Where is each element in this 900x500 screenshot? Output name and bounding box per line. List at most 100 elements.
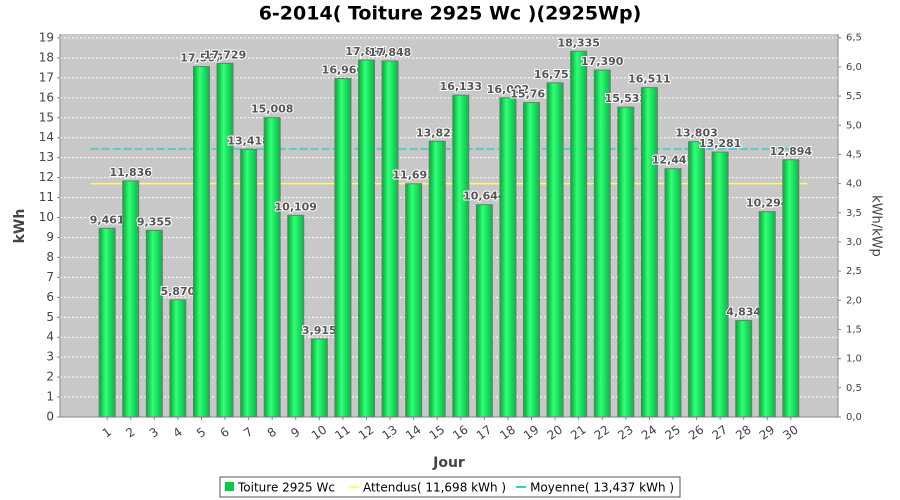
bar [523,102,541,418]
y2-tick-label: 0,5 [846,383,862,394]
x-tick-label: 26 [686,422,707,442]
bar [192,66,210,418]
value-label: 16,752 [534,68,576,81]
y2-tick-label: 4,0 [846,179,862,190]
x-tick-label: 18 [497,422,518,442]
x-tick-label: 22 [592,422,613,442]
y2-tick-label: 2,0 [846,295,862,306]
value-label: 17,891 [345,45,387,58]
y-tick-label: 14 [39,130,54,144]
x-tick-label: 15 [427,422,448,442]
x-tick-label: 16 [450,422,471,442]
x-tick-label: 21 [568,422,589,442]
value-label: 17,567 [180,52,222,65]
value-label: 15,008 [251,103,293,116]
x-tick-label: 19 [521,422,542,442]
bar [593,69,611,418]
bar [546,82,564,418]
value-label: 16,511 [628,73,670,86]
y2-tick-label: 3,0 [846,237,862,248]
y-tick-label: 17 [39,70,54,84]
x-tick-label: 10 [309,422,330,442]
value-label: 16,133 [440,80,482,93]
bar [570,50,588,418]
bar [758,211,776,418]
y-tick-label: 9 [46,230,54,244]
legend-label: Moyenne( 13,437 kWh ) [530,481,674,495]
bar [357,59,375,418]
legend-label: Toiture 2925 Wc [237,481,335,495]
y2-tick-label: 6,0 [846,62,862,73]
x-tick-label: 17 [474,422,495,442]
x-tick-label: 4 [170,425,184,441]
x-tick-label: 30 [780,422,801,442]
y-tick-label: 11 [39,190,54,204]
bar [263,117,281,418]
value-label: 10,294 [746,197,789,210]
bar [711,151,729,418]
y-tick-label: 4 [46,330,54,344]
y2-tick-label: 5,5 [846,91,862,102]
bar [98,227,116,418]
y2-tick-label: 4,5 [846,149,862,160]
y-tick-label: 10 [39,210,54,224]
x-tick-label: 23 [615,422,636,442]
x-tick-label: 11 [332,422,353,442]
y2-tick-label: 1,0 [846,354,862,365]
y-axis-label: kWh [12,209,28,244]
y-tick-label: 3 [46,350,54,364]
bar [310,338,328,418]
bar [782,159,800,418]
x-tick-label: 1 [100,425,114,441]
value-label: 16,002 [487,83,529,96]
x-tick-label: 9 [288,425,302,441]
bar [475,204,493,418]
y2-tick-label: 6,5 [846,33,862,44]
value-label: 5,870 [160,285,195,298]
value-label: 11,836 [110,166,153,179]
bar [688,141,706,418]
x-tick-label: 29 [757,422,778,442]
x-tick-label: 28 [733,422,754,442]
bar [428,140,446,418]
chart-title: 6-2014( Toiture 2925 Wc )(2925Wp) [259,3,642,25]
y2-axis-label: kWh/kWp [869,195,884,257]
y-tick-label: 6 [46,290,54,304]
y-tick-label: 7 [46,270,54,284]
x-tick-label: 24 [639,422,660,442]
bar [664,168,682,418]
bar [405,183,423,418]
bar [452,94,470,418]
y-tick-label: 8 [46,250,54,264]
value-label: 17,729 [204,48,246,61]
legend-swatch [225,482,234,491]
x-tick-label: 2 [123,425,137,441]
value-label: 17,848 [369,46,411,59]
value-label: 15,532 [605,92,647,105]
bar [640,87,658,418]
x-tick-label: 25 [662,422,683,442]
value-label: 13,281 [699,137,741,150]
y-tick-label: 18 [39,50,54,64]
value-label: 15,761 [510,88,552,101]
y2-tick-label: 3,5 [846,208,862,219]
value-label: 16,966 [322,64,365,77]
y-tick-label: 12 [39,170,54,184]
value-label: 9,355 [137,215,172,228]
value-label: 10,109 [275,200,317,213]
y-tick-label: 19 [39,30,54,44]
value-label: 9,461 [90,213,125,226]
bar [617,106,635,418]
value-label: 12,447 [652,154,694,167]
bar [735,320,753,418]
y2-tick-label: 0,0 [846,412,862,423]
x-tick-label: 6 [218,425,232,441]
x-axis-label: Jour [432,455,465,471]
y2-tick-label: 2,5 [846,266,862,277]
x-tick-label: 27 [710,422,731,442]
value-label: 3,915 [302,324,337,337]
x-tick-label: 13 [379,422,400,442]
y-tick-label: 2 [46,370,54,384]
